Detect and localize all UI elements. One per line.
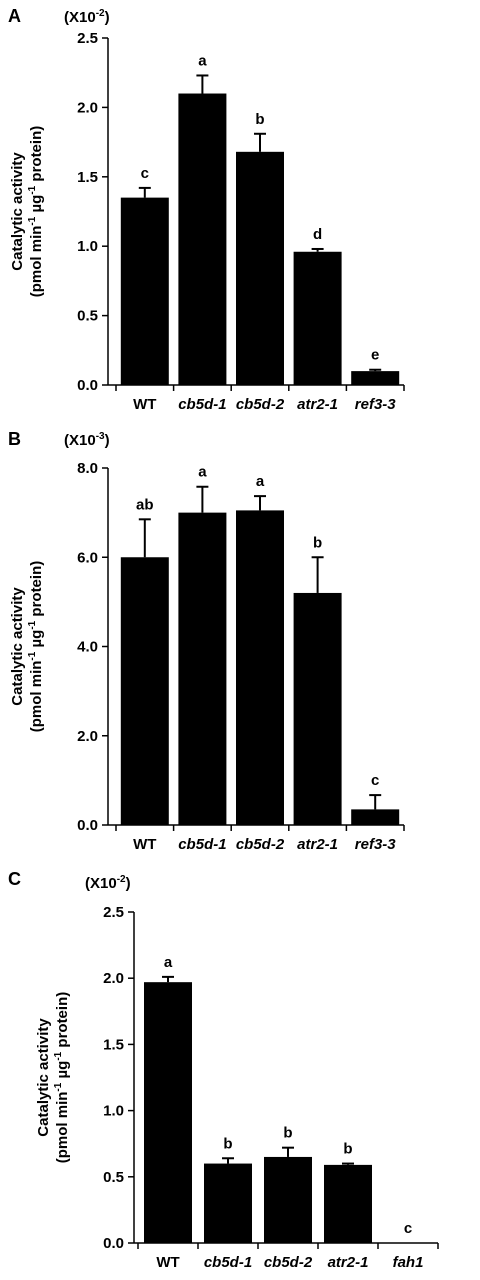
significance-label: b (313, 534, 322, 551)
y-axis-title: Catalytic activity (pmol min-1 µg-1 prote… (9, 126, 45, 297)
category-label: cb5d-2 (236, 396, 285, 413)
y-tick-label: 6.0 (77, 549, 98, 566)
category-label: cb5d-1 (178, 396, 226, 413)
chart-panel-A: A (X10-2) Catalytic activity (pmol min-1 µg… (8, 6, 405, 413)
y-tick-label: 2.0 (77, 99, 98, 116)
y-tick-label: 8.0 (77, 460, 98, 477)
significance-label: a (198, 464, 207, 481)
significance-label: a (198, 52, 207, 69)
y-tick-label: 1.5 (103, 1036, 124, 1053)
category-label: atr2-1 (328, 1254, 369, 1271)
significance-label: a (164, 954, 173, 971)
y-tick-label: 0.5 (77, 308, 98, 325)
y-tick-label: 0.5 (103, 1169, 124, 1186)
category-label: ref3-3 (355, 836, 397, 853)
category-label: WT (156, 1254, 179, 1271)
significance-label: b (283, 1125, 292, 1142)
y-tick-label: 2.0 (103, 970, 124, 987)
panel-letter: A (8, 6, 21, 26)
bar (144, 982, 192, 1243)
category-label: cb5d-1 (178, 836, 226, 853)
significance-label: c (371, 772, 379, 789)
significance-label: d (313, 226, 322, 243)
bar (236, 151, 284, 385)
significance-label: b (255, 111, 264, 128)
category-label: cb5d-2 (264, 1254, 313, 1271)
bar (178, 512, 227, 825)
significance-label: a (256, 473, 265, 490)
significance-label: b (343, 1141, 352, 1158)
bar (120, 197, 169, 385)
y-tick-label: 0.0 (103, 1235, 124, 1252)
y-tick-label: 2.5 (77, 30, 98, 47)
y-tick-label: 1.0 (103, 1103, 124, 1120)
bar (120, 557, 169, 825)
bar (236, 510, 284, 825)
category-label: ref3-3 (355, 396, 397, 413)
panel-letter: B (8, 429, 21, 449)
category-label: cb5d-1 (204, 1254, 252, 1271)
bar (293, 251, 342, 385)
chart-panel-C: C (X10-2) Catalytic activity (pmol min-1 µg… (8, 869, 439, 1271)
bar (351, 809, 400, 825)
significance-label: e (371, 347, 379, 364)
category-label: atr2-1 (297, 836, 338, 853)
category-label: WT (133, 396, 156, 413)
bar (204, 1163, 252, 1243)
category-label: WT (133, 836, 156, 853)
y-tick-label: 0.0 (77, 817, 98, 834)
y-tick-label: 2.0 (77, 728, 98, 745)
bar (293, 592, 342, 825)
category-label: cb5d-2 (236, 836, 285, 853)
chart-panel-B: B (X10-3) Catalytic activity (pmol min-1 µg… (8, 429, 405, 853)
bar (178, 93, 227, 386)
y-tick-label: 0.0 (77, 377, 98, 394)
y-tick-label: 4.0 (77, 639, 98, 656)
significance-label: c (404, 1220, 412, 1237)
scale-factor: (X10-2) (85, 874, 131, 892)
significance-label: c (141, 165, 149, 182)
bar (351, 371, 400, 385)
significance-label: b (223, 1135, 232, 1152)
bar (264, 1156, 312, 1243)
y-tick-label: 1.5 (77, 169, 98, 186)
y-axis-title: Catalytic activity (pmol min-1 µg-1 prote… (9, 561, 45, 732)
y-axis-title: Catalytic activity (pmol min-1 µg-1 prote… (35, 992, 71, 1163)
bar (324, 1164, 372, 1243)
y-tick-label: 2.5 (103, 904, 124, 921)
panel-letter: C (8, 869, 21, 889)
scale-factor: (X10-2) (64, 8, 110, 26)
significance-label: ab (136, 496, 154, 513)
category-label: fah1 (393, 1254, 424, 1271)
scale-factor: (X10-3) (64, 431, 110, 449)
y-tick-label: 1.0 (77, 238, 98, 255)
category-label: atr2-1 (297, 396, 338, 413)
